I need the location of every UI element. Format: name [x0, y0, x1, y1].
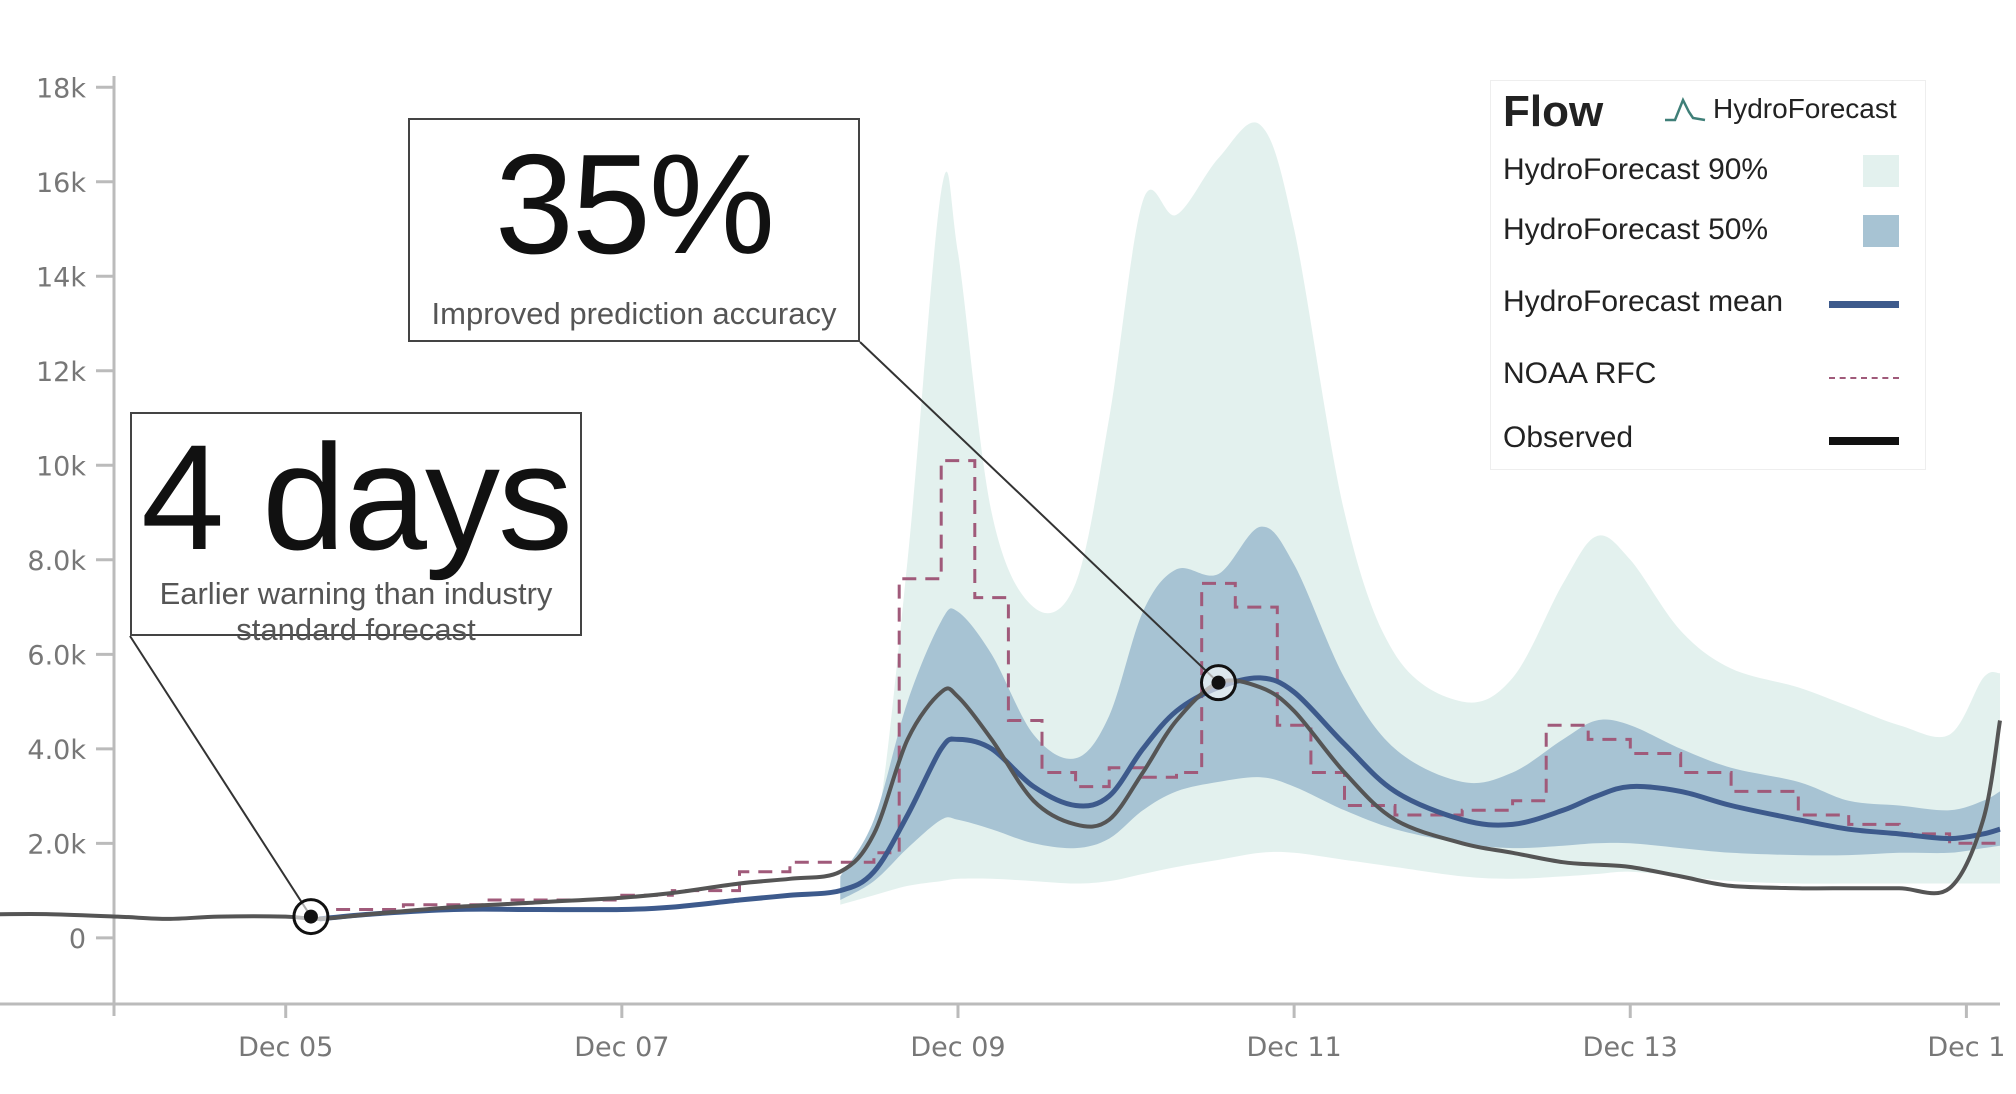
lead-time-callout: 4 days Earlier warning than industry sta…: [130, 412, 582, 647]
legend-item-band90: HydroForecast 90%: [1503, 153, 1913, 193]
series-lines: [0, 459, 2002, 922]
legend-label-band50: HydroForecast 50%: [1503, 213, 1769, 246]
legend-swatch-observed: [1829, 437, 1899, 445]
y-tick-label: 4.0k: [27, 735, 86, 766]
x-tick-label: Dec 1: [1927, 1032, 2005, 1063]
noaa-rfc-line: [336, 459, 2000, 911]
lead-time-value: 4 days: [141, 413, 573, 581]
x-tick-label: Dec 11: [1247, 1032, 1342, 1063]
legend-item-observed: Observed: [1503, 421, 1913, 461]
legend-label-noaa: NOAA RFC: [1503, 357, 1657, 390]
chart-legend: Flow HydroForecast HydroForecast 90% Hyd…: [1490, 80, 1926, 470]
band-50-layer: [840, 526, 2000, 900]
callout-connector: [129, 635, 312, 918]
legend-title: Flow: [1503, 87, 1604, 136]
x-tick-label: Dec 07: [574, 1032, 669, 1063]
y-tick-label: 16k: [36, 168, 86, 199]
y-tick-label: 12k: [36, 357, 86, 388]
accuracy-value: 35%: [494, 125, 775, 284]
legend-brand: HydroForecast: [1663, 93, 1897, 125]
y-tick-label: 14k: [36, 262, 86, 293]
legend-label-band90: HydroForecast 90%: [1503, 153, 1769, 186]
observed-line: [0, 678, 2002, 921]
legend-swatch-band90: [1863, 155, 1899, 187]
event-markers: [292, 664, 1237, 936]
x-tick-label: Dec 05: [238, 1032, 333, 1063]
y-tick-label: 6.0k: [27, 640, 86, 671]
hydrograph-icon: [1665, 96, 1706, 122]
legend-label-observed: Observed: [1503, 421, 1634, 454]
legend-item-band50: HydroForecast 50%: [1503, 213, 1913, 253]
lead-time-caption: Earlier warning than industry standard f…: [159, 576, 553, 647]
y-tick-label: 0: [69, 924, 86, 955]
chart-axes: 0 2.0k 4.0k 6.0k 8.0k 10k 12k 14k 16k 18k Dec 05 De…: [0, 73, 2005, 1063]
x-tick-label: Dec 13: [1583, 1032, 1678, 1063]
legend-swatch-band50: [1863, 215, 1899, 247]
x-tick-label: Dec 09: [910, 1032, 1005, 1063]
hydroforecast-mean-line: [319, 675, 2001, 922]
legend-label-mean: HydroForecast mean: [1503, 285, 1784, 318]
y-tick-label: 18k: [36, 73, 86, 104]
event-marker-dot: [1211, 675, 1226, 690]
event-marker-dot: [303, 909, 318, 924]
y-tick-label: 10k: [36, 451, 86, 482]
y-tick-label: 2.0k: [27, 829, 86, 860]
legend-swatch-noaa: [1829, 377, 1899, 379]
legend-brand-label: HydroForecast: [1713, 93, 1897, 124]
y-tick-label: 8.0k: [27, 546, 86, 577]
callout-connector: [859, 341, 1220, 684]
legend-item-mean: HydroForecast mean: [1503, 285, 1913, 325]
accuracy-callout: 35% Improved prediction accuracy: [408, 118, 860, 342]
legend-item-noaa: NOAA RFC: [1503, 357, 1913, 397]
callout-connectors: [129, 341, 1220, 918]
accuracy-caption: Improved prediction accuracy: [431, 296, 837, 331]
legend-swatch-mean: [1829, 301, 1899, 308]
band-50-area: [840, 526, 2000, 900]
